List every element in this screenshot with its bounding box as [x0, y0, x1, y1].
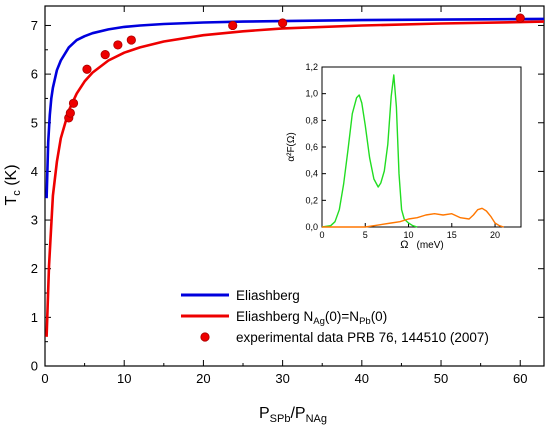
experimental-data-point	[515, 13, 525, 23]
experimental-data-point	[100, 50, 110, 60]
inset-ag-spectrum-curve	[322, 207, 504, 228]
inset-y-tick-label: 0,6	[305, 142, 318, 152]
inset-y-tick-label: 1,0	[305, 89, 318, 99]
y-tick-label: 5	[31, 115, 38, 130]
y-tick-label: 6	[31, 67, 38, 82]
inset-y-tick-label: 1,2	[305, 62, 318, 72]
experimental-data-point	[68, 98, 79, 108]
inset-pb-spectrum-curve	[321, 74, 418, 228]
y-axis-title: Tc (K)	[3, 164, 23, 205]
inset-x-tick-label: 10	[404, 230, 414, 240]
legend-label-experimental: experimental data PRB 76, 144510 (2007)	[236, 330, 489, 345]
main-plot-frame	[44, 5, 545, 367]
inset-x-tick-label: 15	[447, 230, 457, 240]
inset-plot-area	[321, 74, 504, 228]
inset-y-tick-label: 0,2	[305, 195, 318, 205]
y-tick-label: 1	[31, 310, 38, 325]
inset-plot-frame	[321, 66, 522, 228]
eliashberg-curve	[45, 17, 545, 199]
y-tick-label: 4	[31, 164, 38, 179]
x-tick-label: 30	[275, 371, 289, 386]
x-tick-label: 40	[355, 371, 369, 386]
eliashberg-equal-dos-curve	[45, 20, 545, 337]
experimental-data-point	[82, 64, 92, 74]
inset-y-axis-title: α²F(Ω)	[286, 132, 297, 161]
x-tick-label: 50	[434, 371, 448, 386]
y-tick-label: 3	[31, 213, 38, 228]
inset-x-tick-label: 5	[363, 230, 368, 240]
legend-label-eliashberg: Eliashberg	[236, 288, 300, 303]
inset-y-tick-label: 0,8	[305, 115, 318, 125]
x-axis-title: PSPb/PNAg	[259, 405, 327, 425]
inset-x-tick-label: 0	[319, 230, 324, 240]
experimental-data-point	[278, 18, 288, 28]
inset-x-axis-title: Ω (meV)	[400, 239, 443, 251]
main-plot-area	[45, 13, 545, 337]
legend-label-eliashberg-equal-dos: Eliashberg NAg(0)=NPb(0)	[236, 309, 387, 327]
legend: Eliashberg Eliashberg NAg(0)=NPb(0) expe…	[181, 288, 489, 345]
experimental-data-point	[126, 35, 136, 45]
experimental-data-point	[113, 40, 123, 50]
inset-axes: 0 5 10 15 20 0,0 0,2 0,4 0,6 0,8 1,0 1,2	[305, 62, 500, 240]
x-tick-label: 60	[513, 371, 527, 386]
inset-y-tick-label: 0,0	[305, 222, 318, 232]
inset-y-tick-label: 0,4	[305, 169, 318, 179]
experimental-data-point	[228, 20, 238, 31]
x-tick-label: 0	[41, 371, 48, 386]
inset-x-tick-label: 20	[490, 230, 500, 240]
experimental-data-point	[65, 108, 75, 118]
x-tick-label: 20	[196, 371, 210, 386]
y-tick-label: 0	[31, 359, 38, 374]
y-tick-label: 2	[31, 261, 38, 276]
x-tick-label: 10	[117, 371, 131, 386]
y-tick-label: 7	[31, 18, 38, 33]
legend-marker-experimental	[200, 332, 210, 342]
